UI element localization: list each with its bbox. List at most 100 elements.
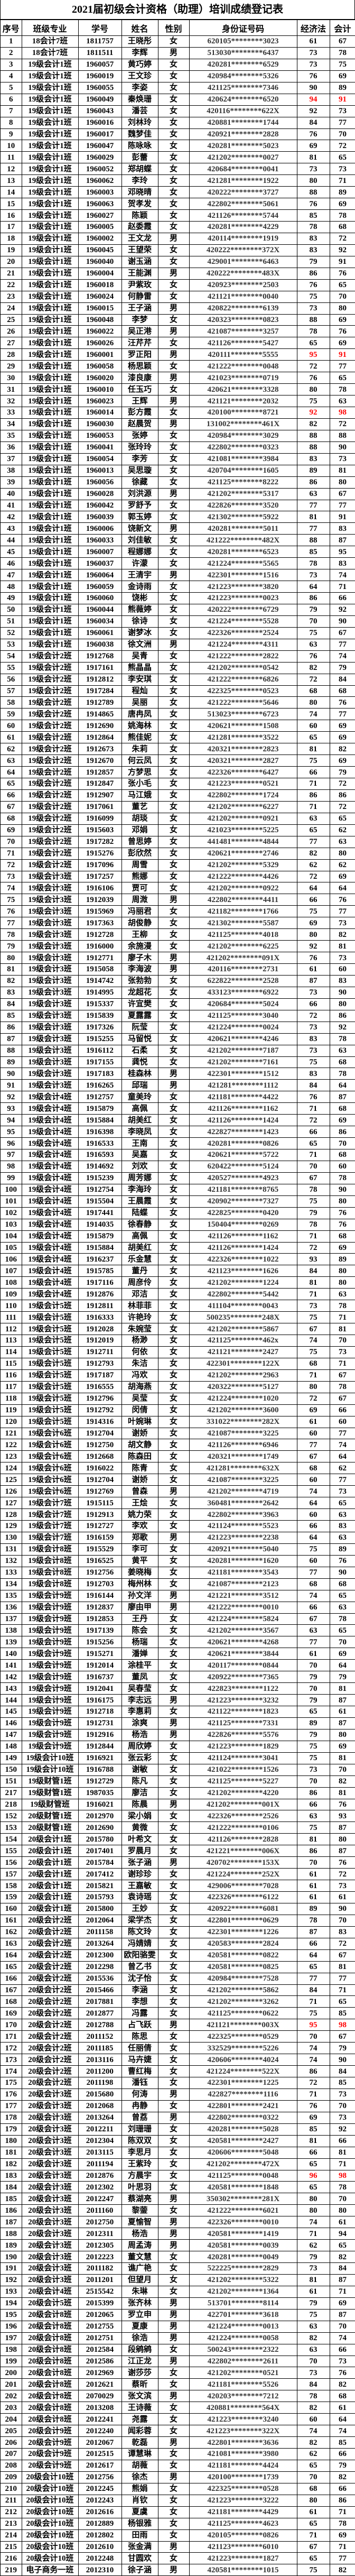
accounting-score: 73 xyxy=(329,1880,355,1892)
economic-law-score: 63 xyxy=(296,638,330,651)
gender-cell: 女 xyxy=(157,337,190,349)
name-cell: 张齐林 xyxy=(121,2297,158,2310)
id-card-cell: 420621********1508 xyxy=(189,720,297,732)
economic-law-score: 62 xyxy=(296,2239,330,2252)
class-cell: 19级会计1班 xyxy=(21,429,79,442)
accounting-score: 98 xyxy=(329,2169,355,2182)
economic-law-score: 89 xyxy=(296,1902,330,1915)
name-cell: 冯欢 xyxy=(121,1369,158,1382)
gender-cell: 女 xyxy=(157,685,190,697)
accounting-score: 76 xyxy=(329,1798,355,1811)
table-row: 94 19级会计4班 1915884 胡美红女 421126********1424 72… xyxy=(1,1114,355,1127)
seq-cell: 50 xyxy=(1,603,22,616)
class-cell: 19级会计2班 xyxy=(21,835,79,848)
economic-law-score: 85 xyxy=(296,2123,330,2136)
table-row: 217 19级财管1班 1987035 廖洁女 421202********4220 86… xyxy=(1,1787,355,1799)
id-card-cell: 420621********5722 xyxy=(189,1149,297,1161)
id-card-cell: 420117********0844 xyxy=(189,1659,297,1672)
class-cell: 20级会计3班 xyxy=(21,2146,79,2159)
gender-cell: 女 xyxy=(157,650,190,663)
gender-cell: 女 xyxy=(157,476,190,489)
seq-cell: 124 xyxy=(1,1462,22,1475)
gender-cell: 女 xyxy=(157,1335,190,1347)
id-card-cell: 421222********0106 xyxy=(189,1821,297,1834)
accounting-score: 68 xyxy=(329,685,355,697)
table-row: 42 19级会计1班 1960039 郭玉婷女 421302********5922 81… xyxy=(1,511,355,523)
economic-law-score: 71 xyxy=(296,2088,330,2101)
economic-law-score: 73 xyxy=(296,163,330,176)
accounting-score: 69 xyxy=(329,314,355,326)
id-card-cell: 421302********5587 xyxy=(189,917,297,930)
class-cell: 20级会计5班 xyxy=(21,2297,79,2310)
class-cell: 20级财管1班 xyxy=(21,1810,79,1823)
accounting-score: 65 xyxy=(329,372,355,384)
class-cell: 19级会计2班 xyxy=(21,766,79,778)
id-card-cell: 421202********5329 xyxy=(189,859,297,871)
economic-law-score: 73 xyxy=(296,569,330,582)
name-cell: 朱莉 xyxy=(121,743,158,756)
seq-cell: 143 xyxy=(1,1682,22,1695)
table-row: 38 19级会计1班 1960013 吴思璇女 420704********1605 89… xyxy=(1,464,355,477)
class-cell: 20级会计9班 xyxy=(21,2448,79,2460)
accounting-score: 74 xyxy=(329,1439,355,1451)
id-card-cell: 422326********6427 xyxy=(189,766,297,778)
seq-cell: 42 xyxy=(1,511,22,523)
class-cell: 19级会计3班 xyxy=(21,917,79,930)
student-id-cell: 1912750 xyxy=(78,1439,122,1451)
accounting-score: 85 xyxy=(329,2436,355,2449)
name-cell: 周彦伶 xyxy=(121,1276,158,1289)
student-id-cell: 1912796 xyxy=(78,1392,122,1405)
student-id-cell: 1960057 xyxy=(78,58,122,71)
student-id-cell: 1960024 xyxy=(78,290,122,303)
seq-cell: 11 xyxy=(1,151,22,164)
name-cell: 孙文洋 xyxy=(121,1589,158,1602)
name-cell: 熊薇婷 xyxy=(121,603,158,616)
gender-cell: 女 xyxy=(157,2529,190,2542)
economic-law-score: 65 xyxy=(296,731,330,744)
gender-cell: 男 xyxy=(157,2297,190,2310)
gender-cell: 男 xyxy=(157,2193,190,2205)
student-id-cell: 1916737 xyxy=(78,1671,122,1683)
id-card-cell: 420581********1848 xyxy=(189,2181,297,2194)
gender-cell: 女 xyxy=(157,35,190,48)
id-card-cell: 420881********1744 xyxy=(189,116,297,129)
accounting-score: 73 xyxy=(329,2111,355,2124)
class-cell: 19级会计1班 xyxy=(21,302,79,315)
student-id-cell: 1960039 xyxy=(78,511,122,523)
name-cell: 周欣婷 xyxy=(121,1740,158,1753)
table-row: 52 19级会计1班 1960061 谢梦冰女 422326********2524 75… xyxy=(1,627,355,639)
class-cell: 19级会计7班 xyxy=(21,1531,79,1544)
student-id-cell: 2011201 xyxy=(78,2274,122,2286)
student-id-cell: 1917161 xyxy=(78,661,122,674)
economic-law-score: 82 xyxy=(296,2332,330,2344)
name-cell: 杨思颖 xyxy=(121,360,158,373)
accounting-score: 89 xyxy=(329,1253,355,1266)
economic-law-score: 84 xyxy=(296,116,330,129)
name-cell: 李梦 xyxy=(121,314,158,326)
economic-law-score: 84 xyxy=(296,1265,330,1277)
id-card-cell: 421181********4422 xyxy=(189,1091,297,1103)
seq-cell: 59 xyxy=(1,708,22,721)
economic-law-score: 80 xyxy=(296,2494,330,2507)
seq-cell: 192 xyxy=(1,2274,22,2286)
student-id-cell: 1960022 xyxy=(78,325,122,338)
name-cell: 李惠莉 xyxy=(121,1706,158,1718)
id-card-cell: 421081********3980 xyxy=(189,2448,297,2460)
accounting-score: 84 xyxy=(329,2262,355,2275)
id-card-cell: 421126********5744 xyxy=(189,209,297,222)
name-cell: 陈文玲 xyxy=(121,1926,158,1938)
seq-cell: 58 xyxy=(1,696,22,709)
economic-law-score: 75 xyxy=(296,2007,330,2020)
seq-cell: 123 xyxy=(1,1450,22,1463)
id-card-cell: 420822********6139 xyxy=(189,302,297,315)
gender-cell: 女 xyxy=(157,2402,190,2414)
student-id-cell: 2012970 xyxy=(78,1810,122,1823)
header-id-card: 身份证号码 xyxy=(189,20,297,36)
seq-cell: 172 xyxy=(1,2042,22,2055)
economic-law-score: 95 xyxy=(296,2019,330,2031)
seq-cell: 144 xyxy=(1,1694,22,1706)
economic-law-score: 72 xyxy=(296,2077,330,2089)
class-cell: 20级会计3班 xyxy=(21,2262,79,2275)
student-id-cell: 1960005 xyxy=(78,221,122,233)
table-row: 214 20级会计10班 2012802 田雨女 420105********0826 7… xyxy=(1,2529,355,2542)
